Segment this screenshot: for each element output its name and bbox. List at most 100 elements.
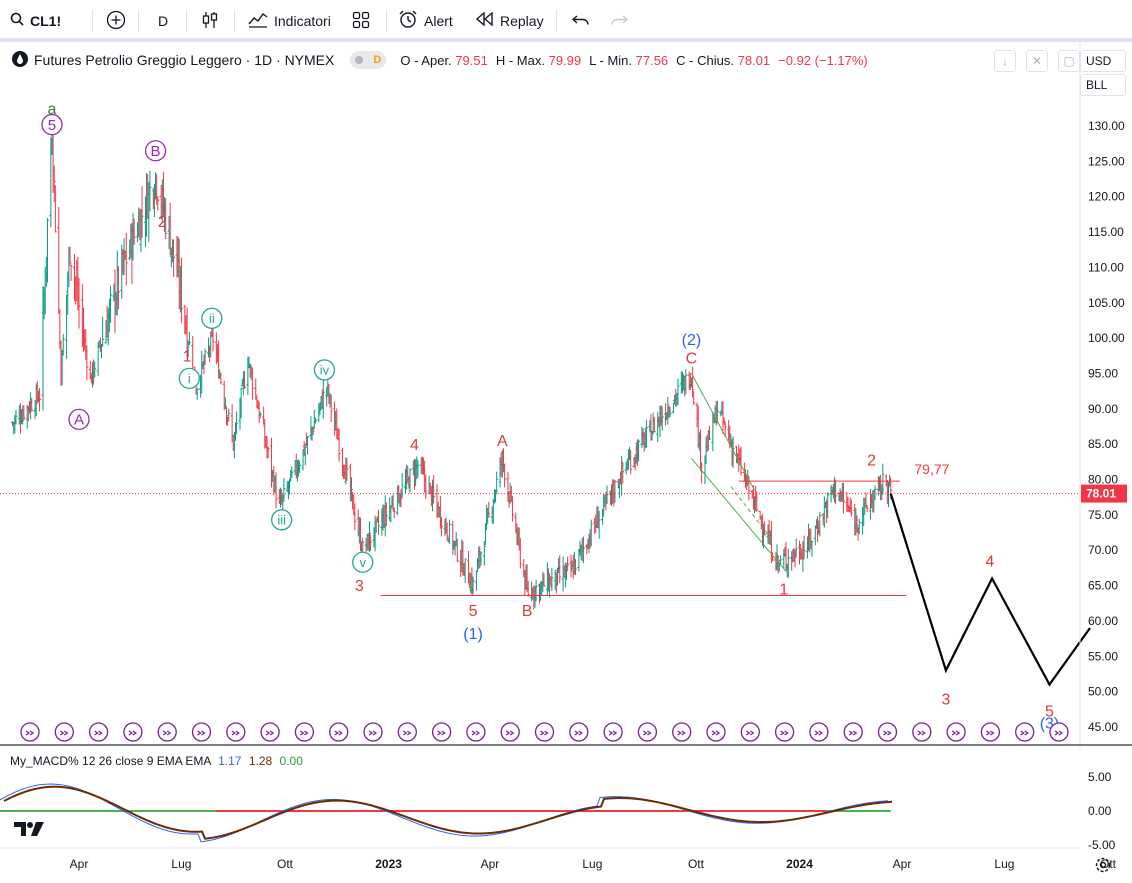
- ohlc-bar: [526, 580, 530, 598]
- event-arrow-icon: [814, 730, 824, 736]
- ohlc-bar: [301, 449, 305, 471]
- ohlc-bar: [652, 417, 656, 433]
- ohlc-bar: [164, 198, 168, 240]
- ohlc-bar: [658, 405, 662, 437]
- event-marker: [54, 722, 74, 742]
- event-circle: [20, 722, 40, 742]
- ohlc-bar: [650, 430, 654, 441]
- event-arrow-icon: [94, 730, 103, 736]
- event-arrow-icon: [951, 730, 961, 736]
- ohlc-bar: [145, 172, 149, 237]
- event-arrow-icon: [780, 730, 789, 736]
- ohlc-bar: [467, 550, 471, 584]
- event-marker: [672, 722, 692, 742]
- ohlc-bar: [240, 378, 244, 387]
- ohlc-bar: [727, 420, 731, 441]
- ohlc-bar: [671, 402, 675, 414]
- symbol-title[interactable]: Futures Petrolio Greggio Leggero · 1D · …: [34, 52, 335, 68]
- move-down-icon[interactable]: ↓: [994, 50, 1016, 72]
- ohlc-bar: [72, 254, 76, 301]
- plus-circle-icon: [106, 10, 126, 33]
- ohlc-bar: [814, 519, 818, 529]
- ohlc-bar: [452, 540, 456, 550]
- collapse-icon[interactable]: ✕: [1026, 50, 1048, 72]
- time-tick-label: Ott: [688, 857, 705, 871]
- maximize-icon[interactable]: ▢: [1058, 50, 1080, 72]
- event-arrow-icon: [1020, 730, 1029, 736]
- indicators-button[interactable]: Indicatori: [248, 0, 331, 42]
- ohlc-bar: [633, 454, 637, 471]
- ohlc-bar: [351, 491, 355, 510]
- indicator-name: My_MACD%: [10, 754, 79, 768]
- ohlc-bar: [885, 479, 889, 505]
- ohlc-bar: [659, 405, 663, 426]
- wave-label: (2): [682, 332, 702, 349]
- ohlc-bar: [66, 271, 70, 315]
- symbol-logo-icon: [12, 50, 28, 70]
- ohlc-bar: [69, 264, 73, 281]
- ohlc-bar: [184, 315, 188, 335]
- ohlc-bar: [620, 455, 624, 496]
- interval-button[interactable]: D: [158, 13, 169, 29]
- wave-label: 4: [410, 437, 419, 454]
- indicator-legend[interactable]: My_MACD% 12 26 close 9 EMA EMA 1.17 1.28…: [10, 754, 303, 768]
- event-arrow-icon: [986, 730, 995, 736]
- ohlc-bar: [60, 349, 64, 386]
- market-status-badge[interactable]: D: [350, 51, 387, 69]
- ohlc-bar: [451, 520, 455, 555]
- event-circle: [1049, 722, 1069, 742]
- event-marker: [912, 722, 932, 742]
- replay-button[interactable]: Replay: [475, 0, 544, 42]
- alert-button[interactable]: Alert: [398, 0, 453, 42]
- ohlc-bar: [191, 336, 195, 385]
- event-circle: [226, 722, 246, 742]
- ohlc-bar: [522, 559, 526, 578]
- wave-label: B: [522, 603, 533, 620]
- ohlc-bar: [238, 397, 242, 430]
- ohlc-bar: [491, 499, 495, 525]
- chart-type-button[interactable]: [200, 0, 220, 42]
- ohlc-bar: [610, 484, 614, 507]
- ohlc-bar: [408, 468, 412, 493]
- ohlc-bar: [51, 127, 55, 194]
- ohlc-bar: [403, 468, 407, 494]
- ohlc-bar: [444, 517, 448, 534]
- ohlc-bar: [270, 437, 274, 488]
- ohlc-bar: [588, 529, 592, 549]
- ohlc-bar: [524, 564, 528, 590]
- ohlc-bar: [755, 491, 759, 513]
- ohlc-bar: [53, 185, 57, 233]
- event-marker: [706, 722, 726, 742]
- redo-button[interactable]: [610, 0, 629, 42]
- event-arrow-icon: [848, 730, 858, 736]
- ohlc-bar: [210, 322, 214, 338]
- ohlc-bar: [665, 412, 669, 421]
- undo-button[interactable]: [571, 0, 590, 42]
- ohlc-bar: [595, 506, 599, 528]
- event-arrow-icon: [540, 730, 549, 736]
- ohlc-bar: [628, 446, 632, 460]
- event-arrow-icon: [300, 730, 309, 736]
- ohlc-bar: [45, 218, 49, 283]
- unit-selector[interactable]: BLL: [1080, 74, 1126, 96]
- ohlc-bar: [750, 489, 754, 499]
- ohlc-bar: [747, 475, 751, 501]
- event-arrow-icon: [231, 730, 240, 736]
- layouts-button[interactable]: [352, 0, 370, 42]
- symbol-search-button[interactable]: CL1!: [10, 0, 61, 42]
- ohlc-bar: [100, 344, 104, 359]
- settings-gear-button[interactable]: [1093, 855, 1113, 880]
- ohlc-bar: [187, 331, 191, 346]
- ohlc-bar: [224, 407, 228, 426]
- currency-selector[interactable]: USD: [1080, 50, 1126, 72]
- ohlc-bar: [335, 408, 339, 440]
- event-circle: [534, 722, 555, 742]
- hist-value: 0.00: [279, 754, 303, 768]
- compare-button[interactable]: [106, 0, 126, 42]
- event-circle: [672, 722, 692, 742]
- ohlc-bar: [574, 559, 578, 576]
- search-icon: [10, 12, 24, 31]
- ohlc-bar: [116, 265, 120, 310]
- toolbar-divider: [138, 10, 139, 32]
